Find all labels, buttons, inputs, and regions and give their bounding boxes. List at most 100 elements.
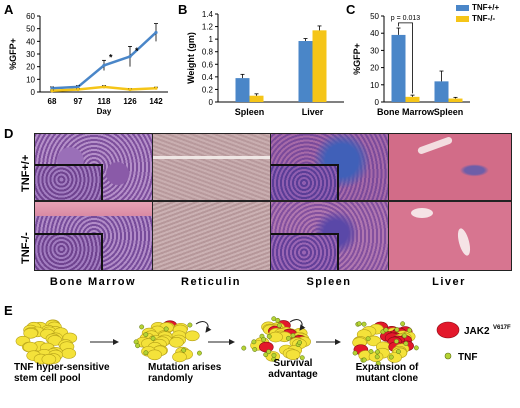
- x-tick-label: 126: [123, 97, 137, 106]
- bar-ko: [448, 98, 463, 102]
- bar-ko: [405, 96, 420, 102]
- y-tick-label: 40: [370, 29, 379, 38]
- y-tick-label: 0.2: [202, 85, 214, 94]
- panel-label-e: E: [4, 303, 13, 318]
- tnf-dot: [361, 357, 367, 363]
- normal-cell: [172, 351, 187, 363]
- advantage-arrow: [289, 319, 306, 331]
- micrograph-inset: [271, 163, 340, 200]
- tnf-dot: [163, 326, 169, 332]
- tnf-dot: [403, 341, 409, 346]
- data-point-wt: [50, 86, 54, 90]
- y-axis-label: %GFP+: [8, 38, 18, 70]
- jak2-legend-cell: [436, 321, 460, 339]
- tnf-dot: [135, 343, 141, 349]
- data-point-ko: [128, 87, 132, 92]
- bar-wt: [235, 78, 250, 102]
- y-tick-label: 0.4: [202, 73, 214, 82]
- tnf-dot: [375, 360, 381, 366]
- chart-b-organ-weight: 0 0.2 0.4 0.6 0.8 1 1.2 1.4 Weight (gm) Spleen Liv…: [186, 10, 344, 117]
- micrograph-reticulin-ko: [152, 201, 272, 271]
- tnf-dot: [352, 350, 358, 356]
- tnf-dot: [150, 335, 156, 341]
- data-point-wt: [128, 54, 132, 59]
- y-tick-label: 30: [370, 46, 379, 55]
- tnf-dot: [143, 332, 149, 338]
- data-point-ko: [76, 87, 80, 92]
- tnf-dot: [196, 350, 202, 356]
- tnf-dot: [263, 352, 269, 358]
- col-label-bone-marrow: Bone Marrow: [49, 276, 137, 288]
- stage-label-1: TNF hyper-sensitive stem cell pool: [14, 362, 110, 384]
- micrograph-spleen-wt: [270, 133, 390, 201]
- x-tick-label: Spleen: [434, 107, 464, 117]
- tnf-dot: [285, 335, 291, 341]
- tnf-dot: [143, 350, 149, 356]
- tnf-legend-label: TNF: [458, 352, 477, 363]
- col-label-liver: Liver: [432, 276, 466, 288]
- legend-label-ko: TNF-/-: [472, 14, 496, 23]
- tnf-dot: [388, 354, 394, 360]
- y-tick-label: 1.2: [202, 23, 214, 32]
- significance-mark: *: [109, 52, 113, 62]
- tnf-dot: [361, 321, 367, 327]
- tnf-dot: [271, 352, 277, 358]
- tnf-dot: [290, 333, 296, 339]
- micrograph-spleen-ko: [270, 201, 390, 271]
- significance-mark: *: [135, 46, 139, 56]
- tnf-dot: [413, 345, 419, 351]
- micrograph-vessel: [455, 227, 473, 257]
- micrograph-liver-wt: [388, 133, 512, 201]
- p-value-label: p = 0.013: [391, 15, 420, 22]
- normal-cell: [285, 349, 301, 360]
- legend-item-wt: TNF+/+: [456, 3, 518, 12]
- tnf-dot: [139, 324, 145, 330]
- x-tick-label: Bone Marrow: [377, 107, 435, 117]
- tnf-dot: [297, 340, 303, 346]
- panel-label-b: B: [178, 2, 188, 17]
- tnf-dot: [241, 345, 247, 351]
- tnf-dot: [266, 334, 272, 339]
- y-tick-label: 1: [209, 35, 214, 44]
- normal-cell: [147, 349, 162, 361]
- col-label-spleen: Spleen: [306, 276, 352, 288]
- tnf-legend-dot: [444, 352, 452, 360]
- micrograph-bone-edge: [35, 202, 153, 216]
- data-point-wt: [76, 85, 80, 89]
- micrograph-vessel: [416, 136, 454, 155]
- y-tick-label: 20: [370, 64, 379, 73]
- normal-cell: [185, 330, 200, 342]
- tnf-dot: [266, 349, 272, 355]
- micrograph-bone-marrow-ko: [34, 201, 154, 271]
- x-tick-label: 142: [149, 97, 163, 106]
- x-tick-label: 68: [48, 97, 57, 106]
- x-tick-label: Spleen: [235, 107, 265, 117]
- schematic-clonal-expansion: JAK2 V617F TNF: [15, 316, 511, 366]
- bar-ko: [312, 30, 327, 102]
- tnf-dot: [276, 323, 282, 328]
- tnf-dot: [394, 327, 400, 333]
- tnf-dot: [251, 339, 257, 345]
- normal-cell: [61, 348, 77, 359]
- tnf-dot: [271, 316, 277, 322]
- tnf-dot: [261, 336, 267, 342]
- legend-swatch-ko: [456, 15, 469, 22]
- mutant-cell: [259, 341, 274, 353]
- micrograph-inset: [35, 232, 104, 270]
- y-tick-label: 0.6: [202, 60, 214, 69]
- x-tick-label: 97: [74, 97, 83, 106]
- y-tick-label: 0.8: [202, 48, 214, 57]
- y-tick-label: 0: [209, 98, 214, 107]
- tnf-dot: [402, 333, 407, 339]
- chart-a-gfp-over-time: 0 10 20 30 40 50 60 %GFP+ 68 97 118 126 142 Day * *: [8, 12, 168, 116]
- data-point-ko: [154, 86, 158, 90]
- cluster-expansion: [352, 321, 419, 366]
- normal-cell: [23, 328, 39, 339]
- legend-item-ko: TNF-/-: [456, 14, 518, 23]
- y-tick-label: 10: [26, 75, 35, 84]
- micrograph-vessel: [411, 208, 433, 218]
- stage-label-2: Mutation arises randomly: [148, 362, 222, 384]
- chart-c-gfp-by-organ: 0 10 20 30 40 50 %GFP+ Bone Marrow Spleen p = 0.0…: [352, 12, 470, 117]
- legend: TNF+/+ TNF-/-: [456, 3, 518, 23]
- tnf-dot: [365, 336, 371, 342]
